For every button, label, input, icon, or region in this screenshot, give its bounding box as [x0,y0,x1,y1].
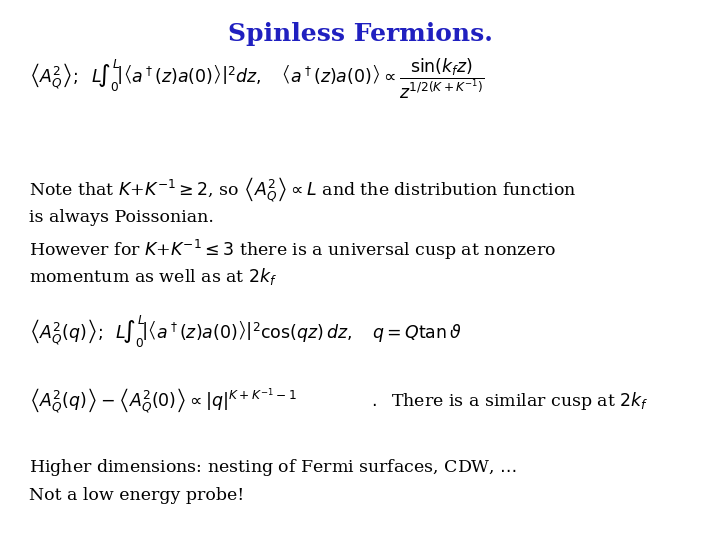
Text: Higher dimensions: nesting of Fermi surfaces, CDW, $\ldots$: Higher dimensions: nesting of Fermi surf… [29,457,517,477]
Text: However for $K$+$K^{-1} \leq 3$ there is a universal cusp at nonzero: However for $K$+$K^{-1} \leq 3$ there is… [29,238,556,261]
Text: is always Poissonian.: is always Poissonian. [29,208,214,226]
Text: $\left\langle A_Q^2(q)\right\rangle - \left\langle A_Q^2(0)\right\rangle \propto: $\left\langle A_Q^2(q)\right\rangle - \l… [29,386,297,416]
Text: Note that $K$+$K^{-1} \geq 2$, so $\left\langle A_Q^2 \right\rangle \propto L$ a: Note that $K$+$K^{-1} \geq 2$, so $\left… [29,176,577,205]
Text: Not a low energy probe!: Not a low energy probe! [29,487,244,504]
Text: momentum as well as at $2k_f$: momentum as well as at $2k_f$ [29,266,277,287]
Text: $\left\langle A_Q^2(q)\right\rangle;\;\; L\!\int_0^L \!\left|\left\langle a^\dag: $\left\langle A_Q^2(q)\right\rangle;\;\;… [29,314,462,350]
Text: Spinless Fermions.: Spinless Fermions. [228,22,492,45]
Text: $\left\langle A_Q^2 \right\rangle;\;\; L\!\int_0^L \!\left|\left\langle a^\dagge: $\left\langle A_Q^2 \right\rangle;\;\; L… [29,56,485,100]
Text: $.\ $ There is a similar cusp at $2k_f$: $.\ $ There is a similar cusp at $2k_f$ [371,390,649,411]
